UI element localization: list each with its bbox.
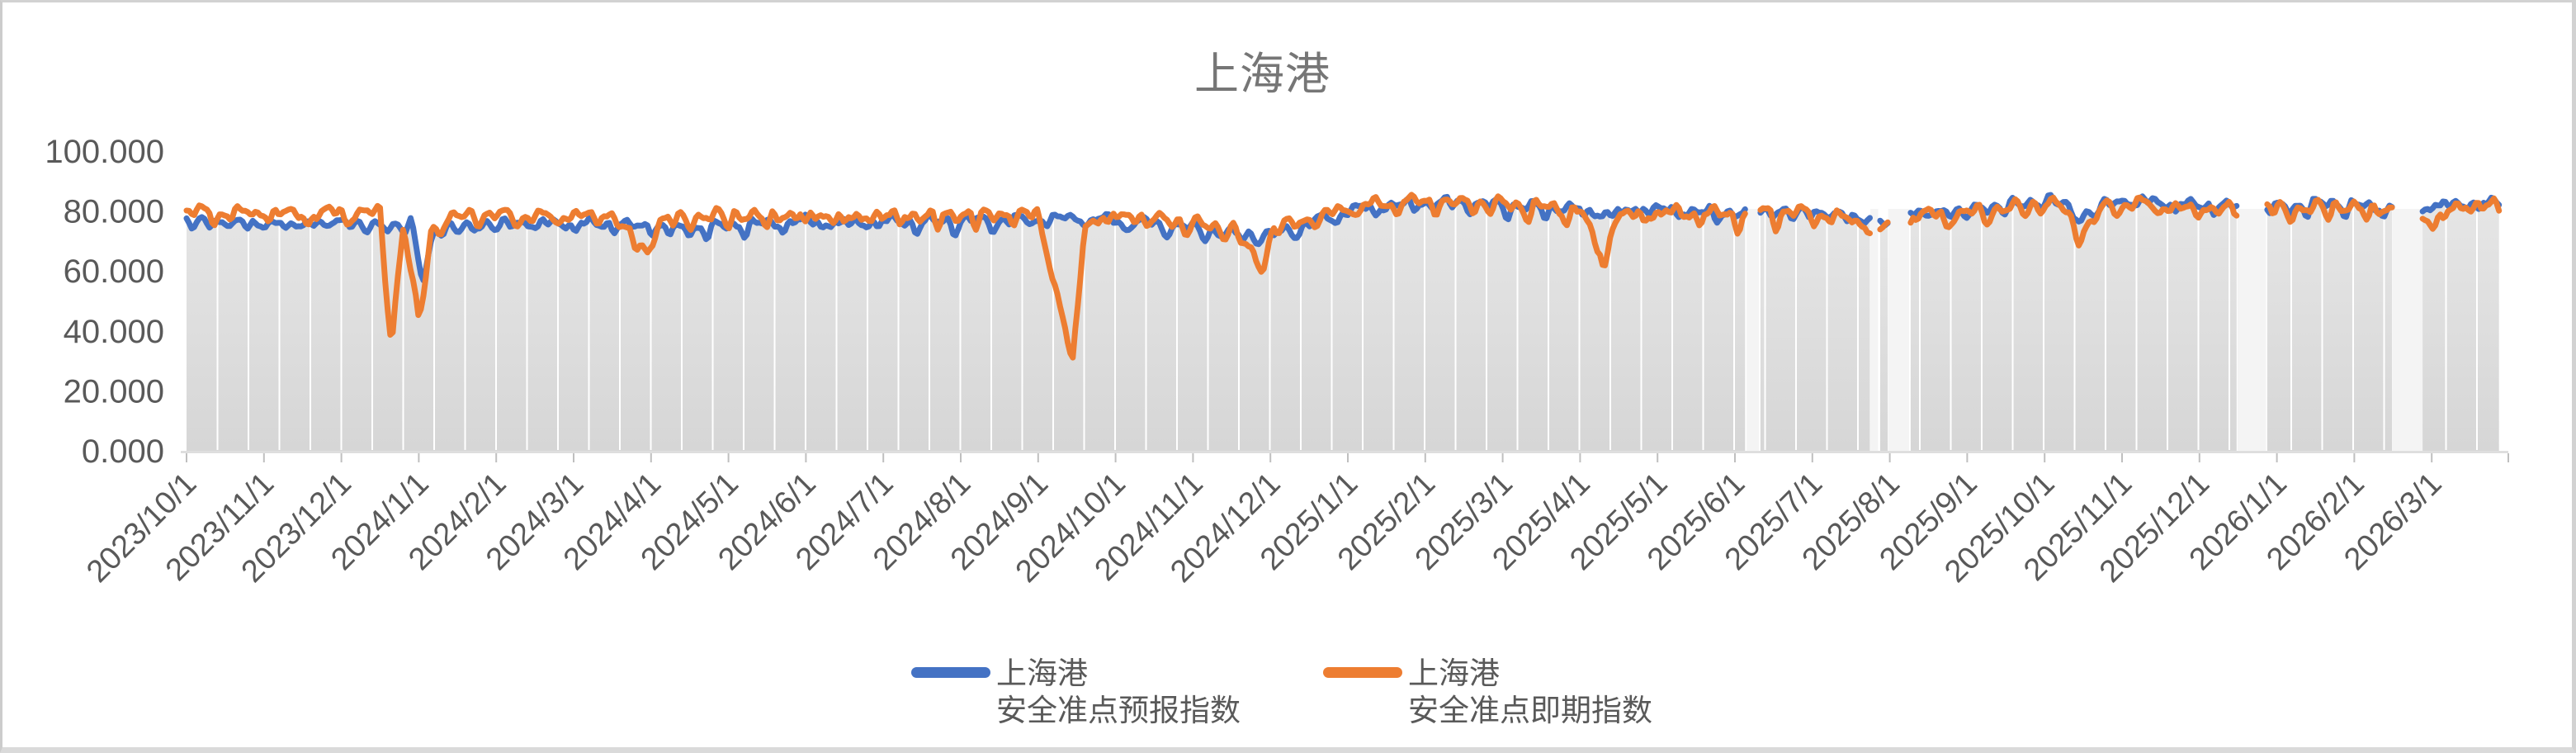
y-tick-label: 80.000 (64, 194, 164, 230)
legend-label-spot-line2: 安全准点即期指数 (1408, 694, 1652, 727)
y-axis-labels: 0.000 20.000 40.000 60.000 80.000 100.000 (45, 134, 164, 470)
legend-label-spot-line1: 上海港 (1408, 656, 1500, 690)
y-tick-label: 20.000 (64, 373, 164, 410)
spot-index-line (183, 192, 2503, 361)
x-axis (181, 451, 2509, 462)
x-axis-labels: 2023/10/12023/11/12023/12/12024/1/12024/… (80, 466, 2448, 590)
area-fill (187, 195, 2499, 451)
y-tick-label: 0.000 (82, 433, 164, 470)
legend-label-forecast-line2: 安全准点预报指数 (996, 694, 1241, 727)
legend-item-spot[interactable]: 上海港 安全准点即期指数 (1323, 655, 1652, 729)
y-tick-label: 100.000 (45, 134, 164, 170)
chart-title: 上海港 (1194, 50, 1331, 99)
legend-label-forecast-line1: 上海港 (996, 656, 1088, 690)
y-tick-label: 40.000 (64, 314, 164, 350)
legend-label-spot: 上海港 安全准点即期指数 (1408, 655, 1652, 729)
spot-line-swatch-icon (1323, 667, 1402, 678)
forecast-line-swatch-icon (911, 667, 990, 678)
legend-item-forecast[interactable]: 上海港 安全准点预报指数 (911, 655, 1241, 729)
legend-label-forecast: 上海港 安全准点预报指数 (996, 655, 1241, 729)
x-axis-ticks (186, 453, 2509, 462)
y-tick-label: 60.000 (64, 253, 164, 290)
data-gap-bands (1746, 209, 2422, 451)
